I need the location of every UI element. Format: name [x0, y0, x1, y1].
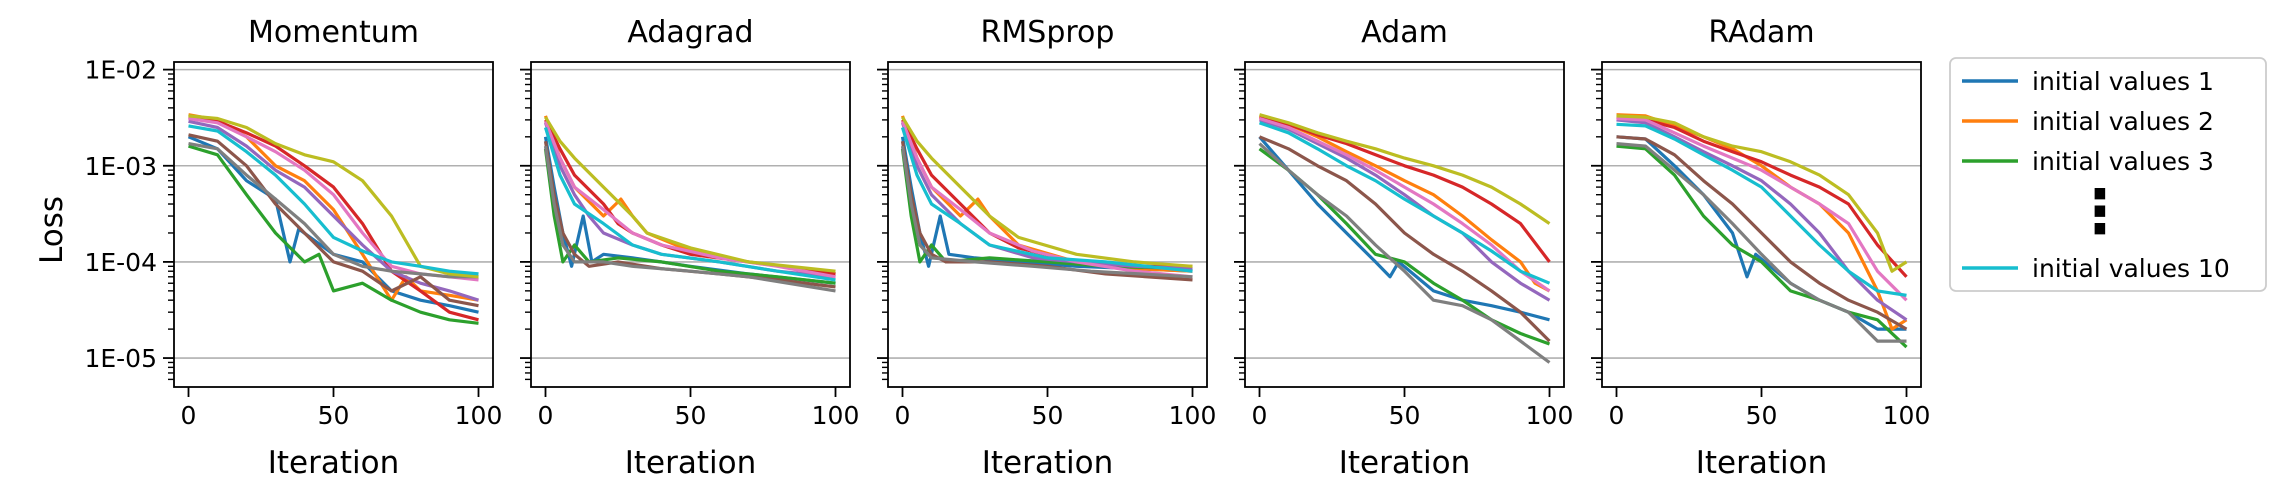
series-line-3	[543, 148, 836, 285]
series-line-9	[544, 116, 836, 273]
series-line-9	[1259, 113, 1551, 225]
x-tick-label: 0	[181, 401, 197, 430]
y-axis-label: Loss	[34, 196, 70, 264]
panel-radam: RAdam 0 50 100 Iteration	[1591, 15, 1930, 481]
legend-label: initial values 10	[2032, 254, 2230, 283]
y-tick-label: 1E-02	[84, 56, 157, 85]
series-line-5	[1616, 118, 1908, 322]
legend-box	[1949, 57, 2267, 292]
x-tick-label: 0	[1252, 401, 1268, 430]
series-line-10	[900, 127, 1193, 273]
x-tick-label: 50	[318, 401, 350, 430]
series-line-7	[1259, 116, 1551, 293]
x-tick-label: 50	[675, 401, 707, 430]
x-tick-label: 50	[1746, 401, 1778, 430]
x-tick-label: 0	[895, 401, 911, 430]
axes-frame	[887, 61, 1208, 388]
series-line-10	[1616, 122, 1907, 297]
legend-label: initial values 3	[2032, 147, 2214, 176]
series-line-7	[901, 120, 1193, 279]
legend-ellipsis: ⋮	[2070, 177, 2130, 247]
series-line-1	[187, 135, 479, 314]
series-line-6	[1616, 135, 1908, 331]
x-axis-label: Iteration	[625, 445, 757, 481]
panel-momentum: Momentum 1E-02 1E-03 1E-04 1E-05 0 50 100 Iterat…	[84, 15, 502, 481]
x-tick-label: 100	[812, 401, 860, 430]
x-axis-label: Iteration	[982, 445, 1114, 481]
series-line-3	[1258, 147, 1551, 346]
panel-title: Adam	[1361, 15, 1448, 50]
series-line-8	[188, 142, 479, 279]
x-axis-label: Iteration	[1339, 445, 1471, 481]
y-tick-label: 1E-04	[84, 248, 157, 277]
series-line-9	[1616, 114, 1908, 273]
series-line-8	[543, 145, 836, 293]
x-tick-label: 0	[1609, 401, 1625, 430]
series-line-7	[1616, 116, 1908, 302]
series-line-4	[1259, 115, 1551, 263]
y-tick-label: 1E-03	[84, 152, 157, 181]
panel-title: RAdam	[1708, 15, 1814, 50]
axes-frame	[173, 61, 494, 388]
series-line-9	[901, 116, 1193, 268]
x-tick-label: 50	[1389, 401, 1421, 430]
x-tick-label: 100	[1169, 401, 1217, 430]
x-tick-label: 100	[1883, 401, 1931, 430]
x-tick-label: 0	[538, 401, 554, 430]
panel-rmsprop: RMSprop 0 50 100 Iteration	[877, 15, 1216, 481]
series-line-6	[1258, 135, 1551, 343]
legend-label: initial values 1	[2032, 67, 2214, 96]
legend: initial values 1 initial values 2 initial …	[1949, 57, 2267, 292]
series-line-8	[900, 145, 1193, 279]
series-line-8	[1616, 142, 1907, 343]
x-tick-label: 50	[1032, 401, 1064, 430]
x-axis-label: Iteration	[268, 445, 400, 481]
series-line-4	[1616, 115, 1908, 278]
x-axis-label: Iteration	[1696, 445, 1828, 481]
series-line-1	[1258, 135, 1550, 322]
panel-title: Adagrad	[627, 15, 753, 50]
legend-label: initial values 2	[2032, 107, 2214, 136]
series-line-3	[188, 144, 479, 325]
series-line-10	[543, 127, 836, 282]
series-line-2	[1616, 113, 1908, 331]
panel-title: RMSprop	[981, 15, 1115, 50]
axes-frame	[530, 61, 851, 388]
y-tick-label: 1E-05	[84, 344, 157, 373]
series-line-10	[188, 124, 479, 276]
series-line-8	[1258, 142, 1551, 364]
x-tick-label: 100	[1526, 401, 1574, 430]
series-line-10	[1258, 121, 1551, 285]
series-line-6	[188, 133, 479, 308]
panel-title: Momentum	[248, 15, 419, 50]
series-line-1	[900, 136, 1193, 273]
panel-adam: Adam 0 50 100 Iteration	[1234, 15, 1573, 481]
x-tick-label: 100	[455, 401, 503, 430]
series-line-4	[188, 115, 479, 322]
panel-adagrad: Adagrad 0 50 100 Iteration	[520, 15, 859, 481]
series-line-5	[1259, 118, 1551, 302]
series-line-3	[1616, 144, 1908, 349]
